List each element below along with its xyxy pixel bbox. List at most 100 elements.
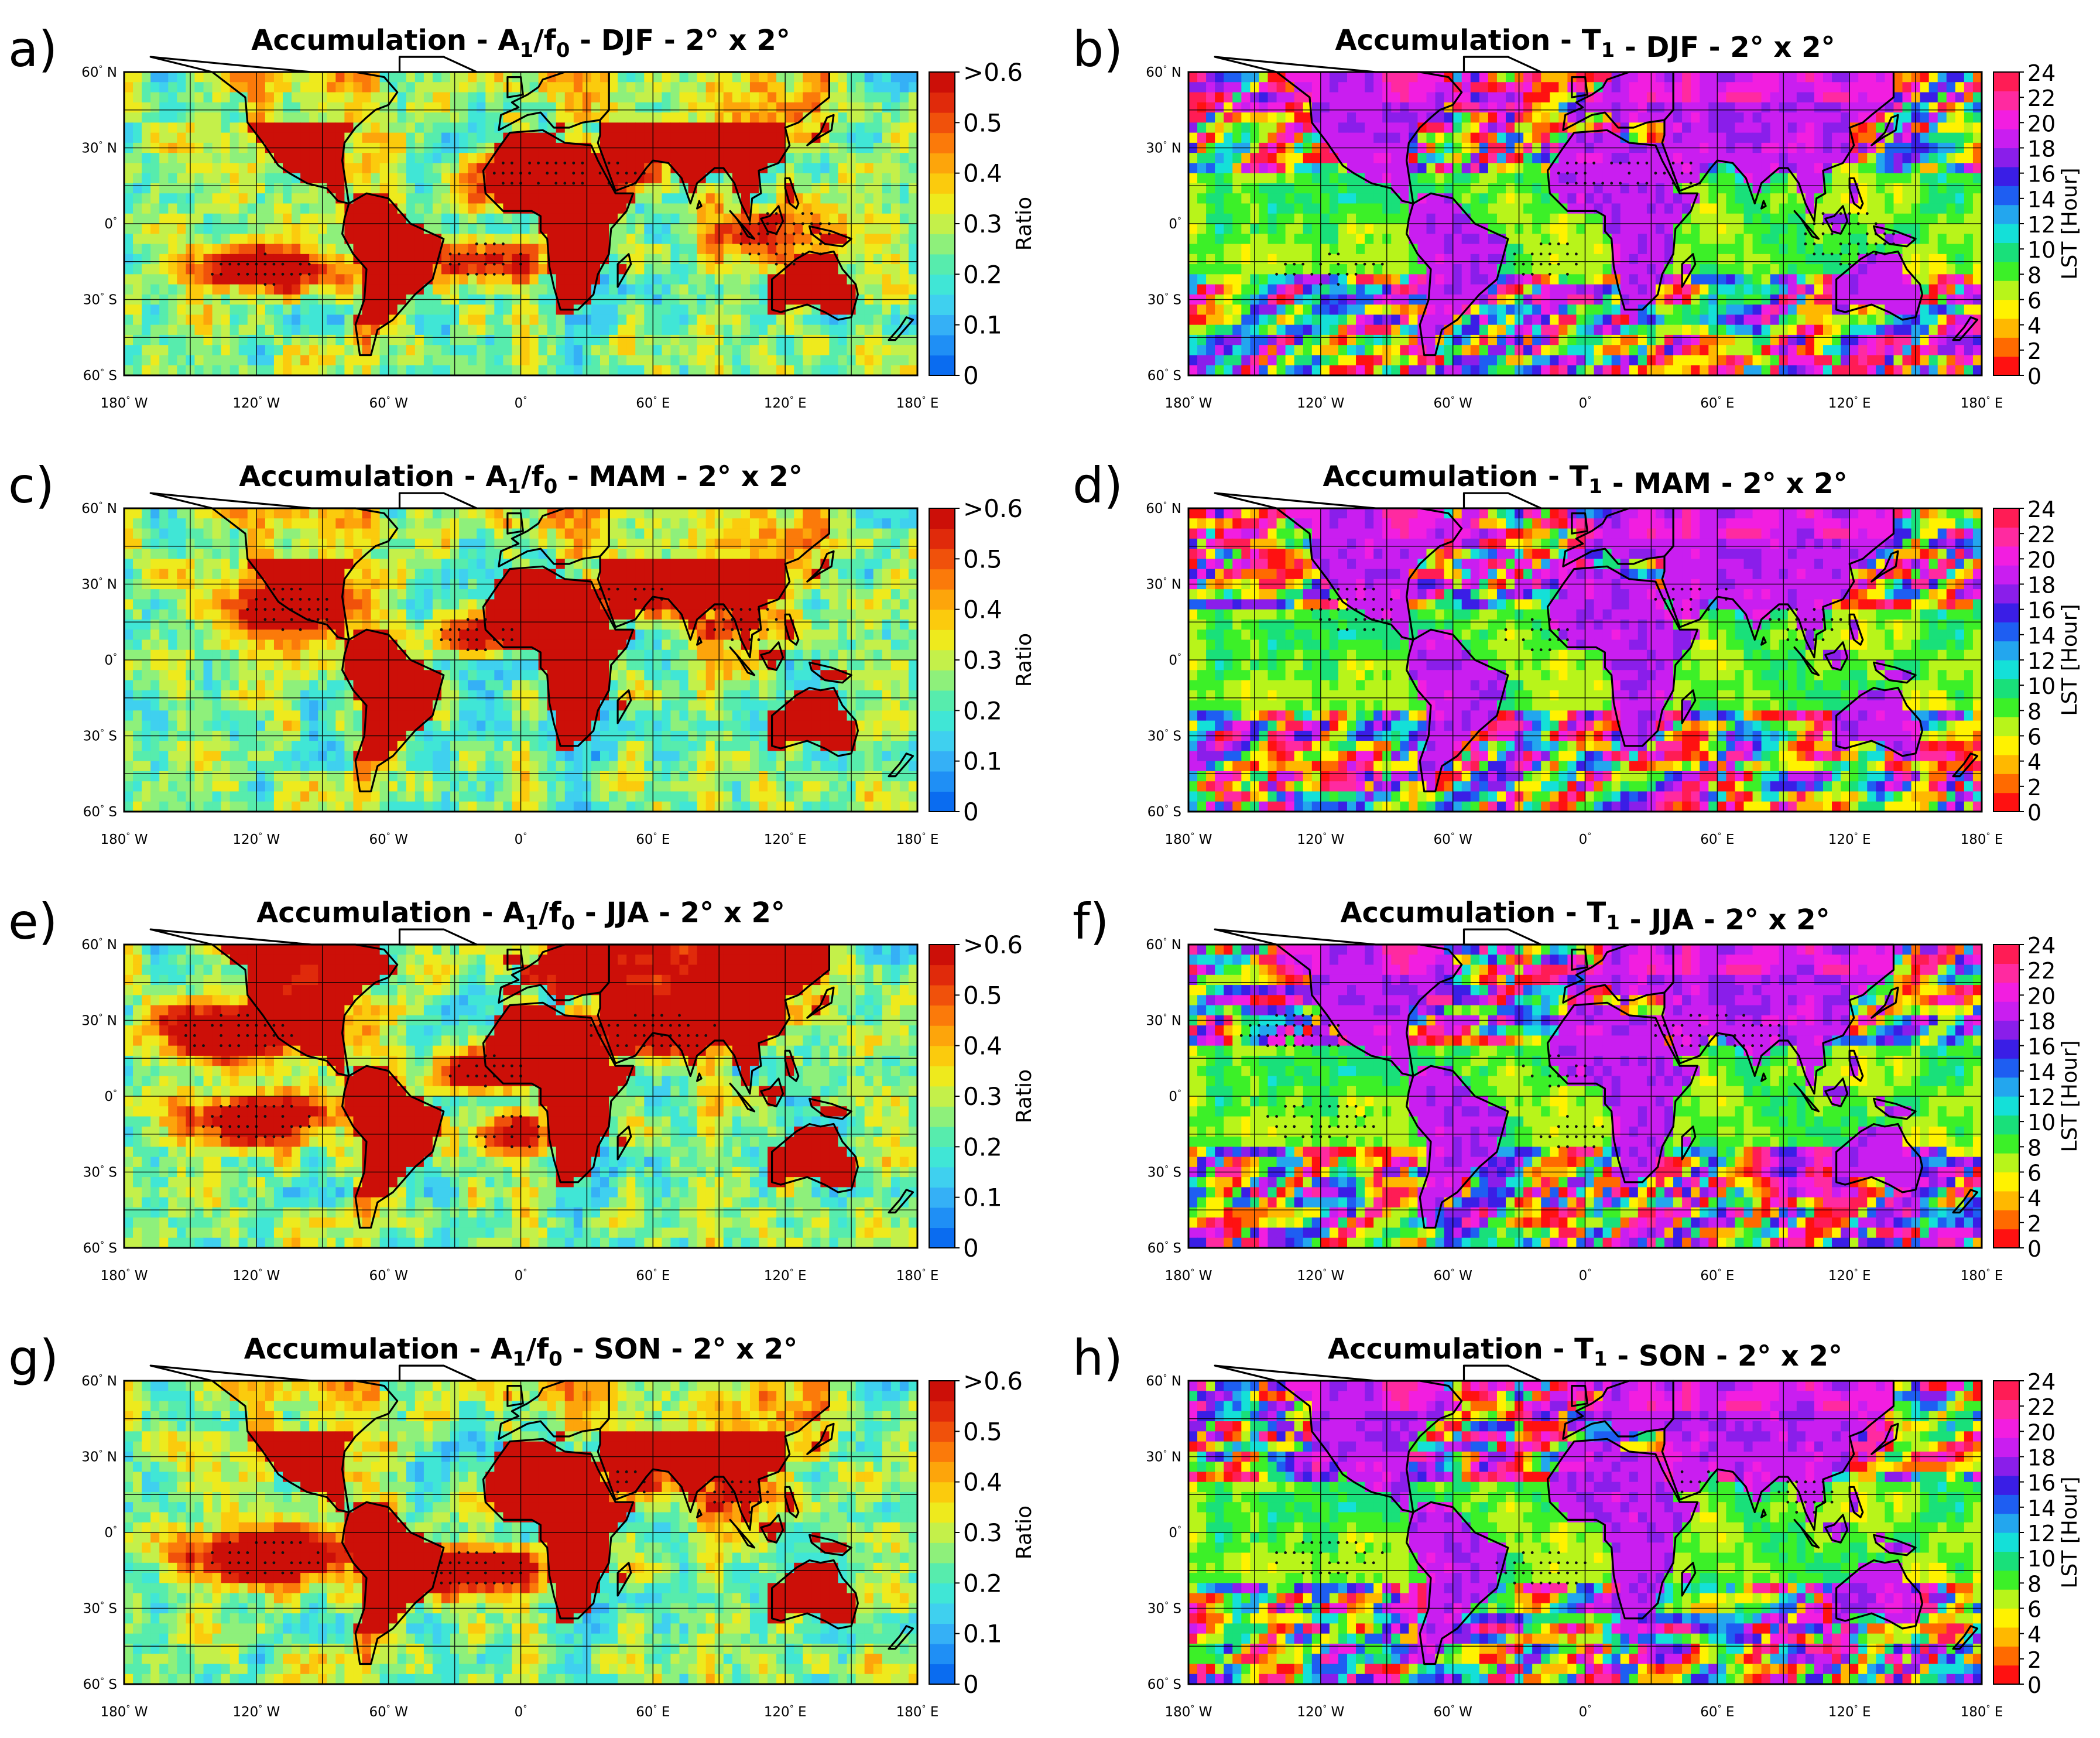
- map-cell: [1532, 112, 1541, 123]
- map-cell: [168, 234, 177, 244]
- map-cell: [433, 335, 442, 345]
- map-cell: [362, 153, 372, 163]
- map-cell: [1541, 122, 1550, 133]
- map-cell: [168, 112, 177, 123]
- map-cell: [248, 314, 257, 325]
- map-cell: [856, 173, 865, 184]
- map-cell: [565, 163, 574, 173]
- map-cell: [724, 365, 733, 376]
- map-cell: [680, 305, 689, 315]
- stipple-dot: [493, 172, 496, 175]
- map-cell: [732, 72, 742, 83]
- map-cell: [882, 355, 892, 365]
- map-cell: [547, 102, 557, 113]
- map-cell: [820, 365, 830, 376]
- map-cell: [1444, 112, 1454, 123]
- map-cell: [706, 203, 715, 214]
- map-cell: [556, 153, 566, 163]
- map-cell: [706, 102, 715, 113]
- map-cell: [213, 93, 222, 103]
- map-cell: [1479, 93, 1489, 103]
- map-cell: [406, 112, 416, 123]
- map-cell: [1947, 72, 1956, 83]
- map-cell: [750, 285, 759, 295]
- map-cell: [882, 153, 892, 163]
- map-cell: [133, 72, 142, 83]
- map-cell: [856, 345, 865, 355]
- map-cell: [856, 82, 865, 93]
- map-cell: [485, 345, 495, 355]
- map-cell: [142, 153, 151, 163]
- map-cell: [759, 305, 768, 315]
- map-cell: [1532, 93, 1541, 103]
- map-cell: [882, 93, 892, 103]
- map-cell: [406, 122, 416, 133]
- map-cell: [124, 203, 133, 214]
- map-cell: [759, 325, 768, 336]
- map-cell: [556, 224, 566, 234]
- map-cell: [1656, 72, 1665, 83]
- map-cell: [909, 325, 918, 336]
- map-cell: [1964, 102, 1974, 113]
- map-cell: [644, 285, 653, 295]
- map-cell: [697, 335, 707, 345]
- map-cell: [433, 173, 442, 184]
- map-cell: [398, 234, 407, 244]
- map-cell: [1621, 102, 1630, 113]
- map-cell: [724, 325, 733, 336]
- map-cell: [256, 244, 266, 255]
- stipple-dot: [458, 252, 461, 255]
- map-cell: [556, 254, 566, 265]
- map-cell: [1303, 72, 1313, 83]
- map-cell: [415, 183, 424, 194]
- map-cell: [662, 112, 671, 123]
- map-cell: [856, 244, 865, 255]
- map-cell: [591, 193, 601, 204]
- map-cell: [1409, 112, 1418, 123]
- map-cell: [882, 285, 892, 295]
- map-cell: [697, 355, 707, 365]
- map-cell: [441, 183, 451, 194]
- map-cell: [265, 325, 275, 336]
- map-cell: [177, 112, 186, 123]
- stipple-dot: [563, 182, 566, 185]
- map-cell: [530, 244, 539, 255]
- map-cell: [239, 193, 248, 204]
- colorbar-segment: [929, 153, 955, 173]
- map-cell: [124, 345, 133, 355]
- map-cell: [600, 122, 609, 133]
- map-cell: [820, 285, 830, 295]
- title-prefix: Accumulation -: [251, 24, 498, 57]
- stipple-dot: [502, 172, 505, 175]
- map-cell: [724, 254, 733, 265]
- map-cell: [626, 163, 636, 173]
- map-cell: [441, 224, 451, 234]
- map-cell: [626, 274, 636, 285]
- map-cell: [142, 122, 151, 133]
- map-cell: [856, 122, 865, 133]
- map-cell: [283, 112, 292, 123]
- map-cell: [803, 314, 812, 325]
- stipple-dot: [801, 242, 804, 245]
- map-cell: [820, 335, 830, 345]
- map-cell: [204, 305, 213, 315]
- map-cell: [389, 224, 398, 234]
- map-cell: [1286, 93, 1295, 103]
- map-cell: [1427, 102, 1436, 113]
- map-cell: [591, 93, 601, 103]
- map-cell: [133, 214, 142, 224]
- map-cell: [424, 314, 433, 325]
- map-cell: [865, 193, 874, 204]
- map-cell: [353, 82, 362, 93]
- map-cell: [1241, 72, 1251, 83]
- map-cell: [653, 365, 662, 376]
- map-cell: [618, 335, 627, 345]
- map-cell: [1356, 72, 1365, 83]
- map-cell: [803, 285, 812, 295]
- map-cell: [204, 314, 213, 325]
- map-cell: [1700, 82, 1709, 93]
- map-cell: [732, 355, 742, 365]
- map-cell: [670, 122, 680, 133]
- map-cell: [759, 82, 768, 93]
- map-cell: [688, 355, 698, 365]
